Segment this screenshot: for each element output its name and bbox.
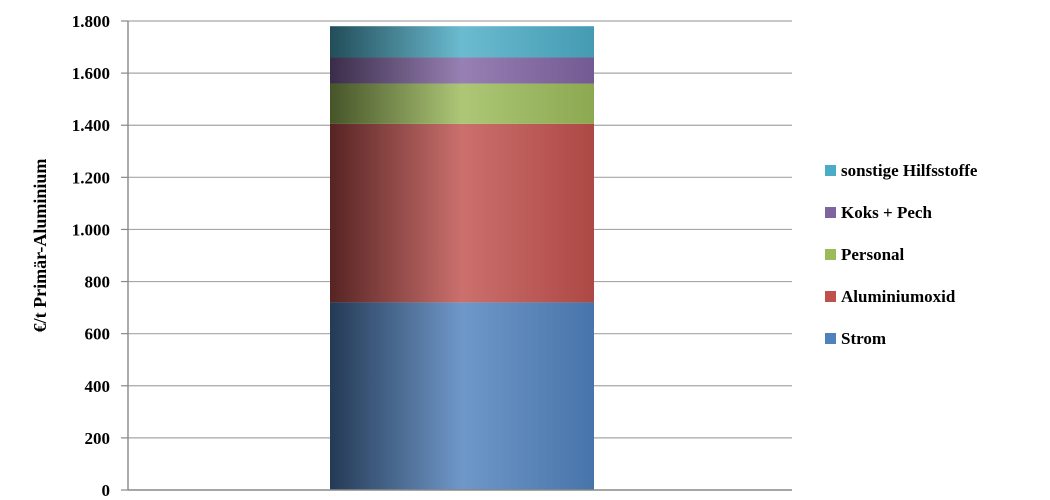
y-tick-label: 0: [102, 481, 111, 500]
legend-item: sonstige Hilfsstoffe: [825, 161, 978, 180]
bar-segments: [330, 26, 594, 490]
legend-label: sonstige Hilfsstoffe: [841, 161, 978, 180]
y-tick-label: 1.800: [72, 12, 110, 31]
legend-item: Strom: [825, 329, 886, 348]
legend-label: Strom: [841, 329, 886, 348]
y-tick-label: 1.000: [72, 220, 110, 239]
legend-label: Aluminiumoxid: [841, 287, 956, 306]
legend: sonstige Hilfsstoffe Koks + Pech Personal A…: [825, 161, 978, 348]
legend-item: Koks + Pech: [825, 203, 932, 222]
bar-segment-strom: [330, 302, 594, 490]
bar-segment-koks-pech: [330, 57, 594, 84]
y-tick-label: 1.600: [72, 64, 110, 83]
legend-item: Aluminiumoxid: [825, 287, 956, 306]
y-tick-label: 800: [85, 273, 111, 292]
y-tick-label: 1.200: [72, 168, 110, 187]
bar-segment-aluminiumoxid: [330, 123, 594, 303]
legend-swatch: [825, 333, 836, 344]
bar-segment-sonstige-hilfsstoffe: [330, 26, 594, 58]
legend-swatch: [825, 207, 836, 218]
y-axis-title: €/t Primär-Aluminium: [30, 159, 50, 333]
legend-label: Koks + Pech: [841, 203, 932, 222]
legend-label: Personal: [841, 245, 905, 264]
legend-swatch: [825, 249, 836, 260]
y-tick-label: 200: [85, 429, 111, 448]
y-axis-ticks: 0 200 400 600 800 1.000 1.200 1.400 1.600 1.800: [72, 12, 128, 500]
bar-segment-personal: [330, 83, 594, 124]
legend-swatch: [825, 165, 836, 176]
y-tick-label: 1.400: [72, 116, 110, 135]
legend-swatch: [825, 291, 836, 302]
axes: [127, 21, 792, 491]
y-tick-label: 400: [85, 377, 111, 396]
legend-item: Personal: [825, 245, 905, 264]
y-tick-label: 600: [85, 325, 111, 344]
